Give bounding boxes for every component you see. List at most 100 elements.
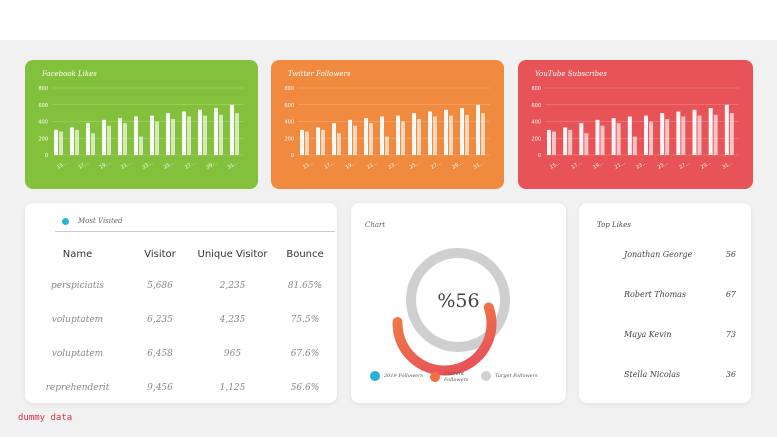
donut-chart [392,248,510,376]
bar [380,116,384,155]
list-item: Jonathan George 56 [624,250,736,259]
legend-label: 2019 Followers [384,373,423,379]
bar [187,116,191,155]
legend-label: Current Followers [444,371,469,383]
x-tick-label: 15... [549,160,562,171]
table-row: perspiciatis 5,686 2,235 81.65% [25,269,335,303]
cell-visitor: 9,456 [147,383,173,393]
bar [729,113,734,155]
cell-unique-visitor: 2,235 [219,281,246,291]
x-tick-label: 21... [366,160,379,171]
top-likes-name: Stella Nicolas [624,370,681,379]
bar [724,104,729,155]
bar [348,119,352,155]
x-tick-label: 29... [205,160,218,171]
cell-visitor: 5,686 [147,281,173,291]
bar [155,121,159,155]
top-likes-value: 73 [725,330,736,339]
most-visited-table: Name Visitor Unique Visitor Bounce persp… [25,239,335,405]
bar [321,129,325,155]
facebook-likes-card: 0 200 400 600 800 15... 17... 19... 21... 23... 25… [25,60,258,189]
bar [316,127,320,155]
top-likes-value: 36 [725,370,736,379]
y-tick-label: 600 [531,103,541,109]
bar [433,116,437,155]
cell-name: reprehenderit [45,383,110,393]
bar [568,129,573,155]
bar [476,104,480,155]
header-unique-visitor: Unique Visitor [197,248,268,260]
table-row: reprehenderit 9,456 1,125 56.6% [25,371,335,405]
cell-bounce: 56.6% [290,383,320,393]
bar [627,116,632,155]
chart-title: YouTube Subscribes [535,70,607,78]
y-tick-label: 200 [531,136,541,142]
most-visited-card: Most Visited Name Visitor Unique Visitor… [25,203,337,403]
bar [337,133,341,155]
bar [563,127,568,155]
x-tick-label: 15... [56,160,69,171]
top-likes-title: Top Likes [597,221,631,229]
bar [59,131,63,155]
bar [611,118,616,155]
bar [198,109,202,155]
cell-visitor: 6,235 [147,315,173,325]
twitter-followers-chart: 0 200 400 600 800 15... 17... 19... 21... 23... 25… [284,86,490,171]
facebook-likes-chart: 0 200 400 600 800 15... 17... 19... 21... 23... 25… [38,86,244,171]
bar [166,113,170,155]
x-tick-label: 23... [141,160,154,171]
bar [681,116,686,155]
x-tick-label: 27... [184,160,197,171]
bar [75,129,79,155]
bar [460,108,464,155]
y-tick-label: 0 [45,153,48,159]
most-visited-dot-icon [62,218,69,225]
x-tick-label: 27... [678,160,691,171]
youtube-subscribes-card: 0 200 400 600 800 15... 17... 19... 21... 23... 25… [518,60,753,189]
y-tick-label: 800 [531,86,541,92]
bar [364,118,368,155]
y-tick-label: 800 [38,86,48,92]
bar [412,113,416,155]
bar [692,109,697,155]
bar [660,113,665,155]
y-tick-label: 200 [284,136,294,142]
bar [481,113,485,155]
header-bounce: Bounce [286,248,324,260]
list-item: Stella Nicolas 36 [624,370,736,379]
cell-name: perspiciatis [50,281,105,291]
bar [203,115,207,155]
legend-dot-icon [481,371,491,381]
top-likes-card: Top Likes Jonathan George 56 Robert Thom… [579,203,751,403]
bar [70,127,74,155]
table-row: voluptatem 6,458 965 67.6% [25,337,335,371]
x-tick-label: 17... [77,160,90,171]
x-tick-label: 19... [345,160,358,171]
header-name: Name [62,248,93,260]
bar [123,123,127,155]
bar [449,115,453,155]
bar [713,114,718,155]
bar [396,115,400,155]
x-tick-label: 23... [635,160,648,171]
y-tick-label: 400 [284,120,294,126]
footer-note: dummy data [18,413,73,423]
donut-chart-card: Chart %56 2019 Followers Current Followe… [351,203,566,403]
donut-track [406,248,510,352]
top-likes-name: Jonathan George [624,250,693,259]
bar [107,125,111,155]
y-tick-label: 200 [38,136,48,142]
legend-item-current-followers: Current Followers [430,371,478,383]
x-tick-label: 23... [387,160,400,171]
bar [182,111,186,155]
x-tick-label: 31... [227,160,240,171]
top-bar [0,0,777,40]
bar [552,131,556,155]
bar [697,115,702,155]
bar [353,125,357,155]
x-tick-label: 15... [302,160,315,171]
bar [649,121,653,155]
cell-unique-visitor: 1,125 [219,383,246,393]
legend-item-target-followers: Target Followers [481,371,538,381]
cell-visitor: 6,458 [147,349,173,359]
